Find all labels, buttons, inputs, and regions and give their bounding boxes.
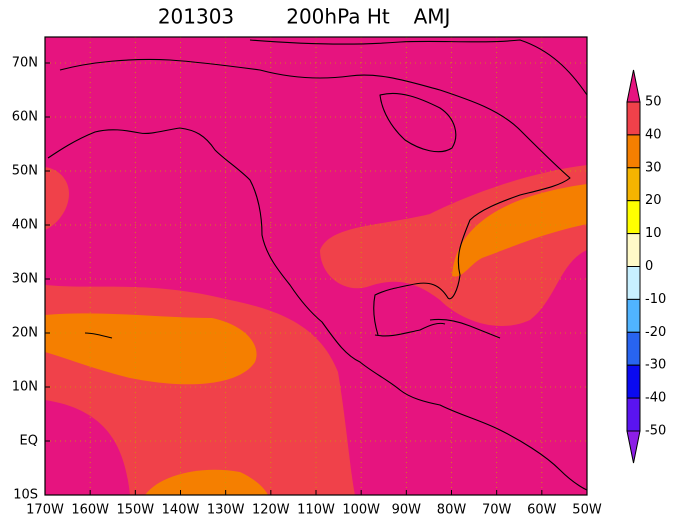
lon-label: 150W: [116, 503, 154, 518]
lon-label: 80W: [437, 503, 467, 518]
lon-label: 90W: [392, 503, 422, 518]
contour-40: [45, 167, 69, 230]
lat-label: 60N: [12, 110, 38, 125]
lon-label: 60W: [527, 503, 557, 518]
colorbar-label: 50: [645, 95, 662, 110]
lat-label: 40N: [12, 218, 38, 233]
lon-label: 50W: [572, 503, 602, 518]
contour-30: [452, 184, 587, 277]
title-field: 200hPa Ht: [286, 5, 390, 29]
colorbar-arrow-top: [626, 69, 641, 103]
colorbar-label: 20: [645, 193, 662, 208]
colorbar-segment: [626, 331, 641, 366]
map-field: [45, 37, 587, 495]
colorbar-segment: [626, 364, 641, 399]
colorbar-segment: [626, 134, 641, 169]
colorbar-segment: [626, 233, 641, 268]
colorbar-segment: [626, 397, 641, 432]
colorbar-label: -30: [645, 358, 666, 373]
title-date: 201303: [158, 5, 234, 29]
coastlines: [47, 39, 587, 491]
colorbar-label: 40: [645, 127, 662, 142]
title-season: AMJ: [414, 5, 451, 29]
lon-label: 120W: [252, 503, 290, 518]
contour-30: [145, 469, 268, 495]
lon-label: 110W: [297, 503, 335, 518]
lat-label: 50N: [12, 164, 38, 179]
lat-label: 10N: [12, 380, 38, 395]
lon-label: 130W: [207, 503, 245, 518]
lon-label: 70W: [482, 503, 512, 518]
colorbar-label: -40: [645, 391, 666, 406]
colorbar-label: 0: [645, 259, 653, 274]
colorbar-segment: [626, 266, 641, 300]
axis-labels: 170W 160W 150W 140W 130W 120W 110W 100W 90W 80W 70…: [12, 56, 602, 518]
colorbar-label: 30: [645, 160, 662, 175]
colorbar-label: -50: [645, 424, 666, 439]
lat-label: 10S: [13, 488, 38, 503]
contour-30: [45, 313, 257, 385]
colorbar-label: 10: [645, 226, 662, 241]
colorbar-segment: [626, 298, 641, 333]
lon-label: 100W: [342, 503, 380, 518]
colorbar: 50 40 30 20 10 0 -10 -20 -30 -40 -50: [626, 69, 666, 464]
colorbar-label: -20: [645, 325, 666, 340]
lat-label: 20N: [12, 326, 38, 341]
lon-label: 170W: [26, 503, 64, 518]
lat-label: EQ: [20, 434, 38, 449]
lat-label: 70N: [12, 56, 38, 71]
colorbar-segment: [626, 167, 641, 202]
graticule: [45, 37, 587, 495]
colorbar-label: -10: [645, 292, 666, 307]
colorbar-segment: [626, 101, 641, 136]
lon-label: 160W: [71, 503, 109, 518]
colorbar-segment: [626, 200, 641, 235]
lon-label: 140W: [162, 503, 200, 518]
lat-label: 30N: [12, 272, 38, 287]
colorbar-arrow-bottom: [626, 430, 641, 464]
